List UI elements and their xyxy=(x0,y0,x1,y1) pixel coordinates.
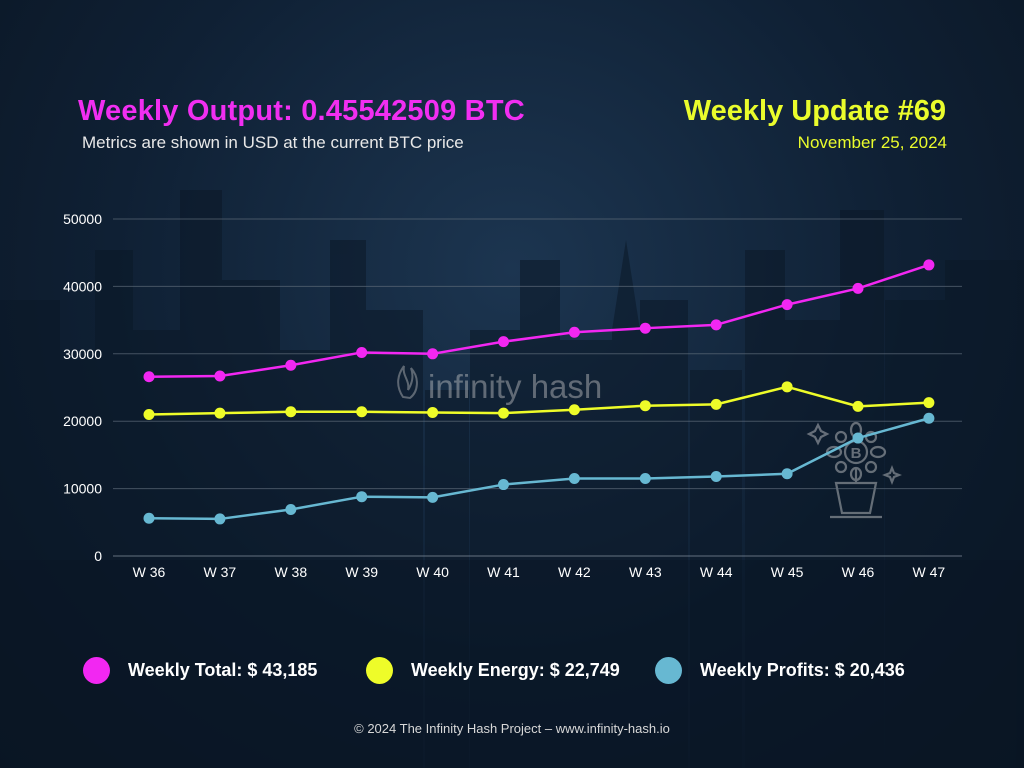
series-line-total xyxy=(148,263,930,378)
data-point-energy xyxy=(498,407,509,419)
legend-label-total: Weekly Total: $ 43,185 xyxy=(128,659,318,680)
data-point-profits xyxy=(781,468,793,480)
data-point-total xyxy=(498,336,509,348)
data-point-energy xyxy=(285,406,297,418)
x-tick-label: W 43 xyxy=(629,564,662,580)
y-tick-label: 40000 xyxy=(63,278,102,294)
y-tick-label: 20000 xyxy=(63,413,102,429)
x-tick-label: W 42 xyxy=(558,564,591,580)
data-point-energy xyxy=(710,398,722,410)
y-tick-label: 10000 xyxy=(63,481,102,497)
data-point-profits xyxy=(427,491,439,503)
x-tick-label: W 45 xyxy=(771,564,804,580)
data-point-energy xyxy=(214,407,226,419)
data-point-total xyxy=(639,322,651,334)
data-point-total xyxy=(568,326,580,338)
data-point-profits xyxy=(568,472,580,484)
legend-item-energy: Weekly Energy: $ 22,749 xyxy=(366,652,620,688)
legend-swatch-total xyxy=(83,656,110,684)
watermark: infinity hash B xyxy=(397,365,902,519)
y-axis: 0 10000 20000 30000 40000 50000 xyxy=(63,211,102,564)
data-point-energy xyxy=(639,400,651,412)
data-point-total xyxy=(923,259,935,271)
x-tick-label: W 37 xyxy=(204,564,237,580)
data-point-total xyxy=(214,370,226,382)
x-tick-label: W 46 xyxy=(842,564,875,580)
data-point-profits xyxy=(710,470,722,482)
data-point-profits xyxy=(143,512,155,524)
legend-label-profits: Weekly Profits: $ 20,436 xyxy=(700,659,905,680)
x-tick-label: W 44 xyxy=(700,564,733,580)
chart-subtitle: Metrics are shown in USD at the current … xyxy=(82,133,464,152)
legend-label-energy: Weekly Energy: $ 22,749 xyxy=(411,659,620,680)
x-tick-label: W 47 xyxy=(913,564,946,580)
x-tick-label: W 40 xyxy=(416,564,449,580)
weekly-output-title: Weekly Output: 0.45542509 BTC xyxy=(78,95,525,127)
data-point-profits xyxy=(498,479,509,491)
x-tick-label: W 38 xyxy=(274,564,307,580)
series-group xyxy=(143,259,935,525)
data-point-profits xyxy=(285,503,297,515)
legend-item-total: Weekly Total: $ 43,185 xyxy=(83,652,317,688)
data-point-energy xyxy=(852,400,864,412)
x-tick-label: W 39 xyxy=(345,564,378,580)
y-tick-label: 0 xyxy=(94,548,102,564)
data-point-profits xyxy=(639,472,651,484)
series-line-profits xyxy=(148,417,930,521)
data-point-energy xyxy=(356,406,368,418)
data-point-total xyxy=(781,299,793,311)
data-point-total xyxy=(710,319,722,331)
update-date: November 25, 2024 xyxy=(797,133,947,152)
x-tick-label: W 41 xyxy=(487,564,520,580)
data-point-energy xyxy=(143,408,155,420)
data-point-energy xyxy=(568,404,580,416)
data-point-profits xyxy=(214,513,226,525)
data-point-profits xyxy=(852,432,864,444)
data-point-profits xyxy=(923,412,935,424)
watermark-text: infinity hash xyxy=(428,368,602,405)
data-point-energy xyxy=(923,397,935,409)
y-tick-label: 50000 xyxy=(63,211,102,227)
data-point-total xyxy=(143,371,155,383)
weekly-update-title: Weekly Update #69 xyxy=(683,95,946,127)
series-line-energy xyxy=(148,385,929,416)
legend-swatch-energy xyxy=(366,656,393,684)
legend-swatch-profits xyxy=(655,656,682,684)
grid xyxy=(113,218,962,557)
data-point-total xyxy=(356,346,368,358)
x-tick-label: W 36 xyxy=(133,564,166,580)
data-point-total xyxy=(852,282,864,294)
y-tick-label: 30000 xyxy=(63,346,102,362)
data-point-energy xyxy=(427,406,439,418)
footer-copyright: © 2024 The Infinity Hash Project – www.i… xyxy=(354,721,670,736)
data-point-total xyxy=(427,348,439,360)
flame-logo-icon xyxy=(397,365,418,400)
legend: Weekly Total: $ 43,185 Weekly Energy: $ … xyxy=(0,652,1024,688)
data-point-total xyxy=(285,359,297,371)
data-point-profits xyxy=(356,491,368,503)
svg-text:B: B xyxy=(851,445,862,462)
x-axis: W 36 W 37 W 38 W 39 W 40 W 41 W 42 W 43 W 44 W 45… xyxy=(133,564,946,580)
legend-item-profits: Weekly Profits: $ 20,436 xyxy=(655,652,905,688)
data-point-energy xyxy=(781,381,793,393)
